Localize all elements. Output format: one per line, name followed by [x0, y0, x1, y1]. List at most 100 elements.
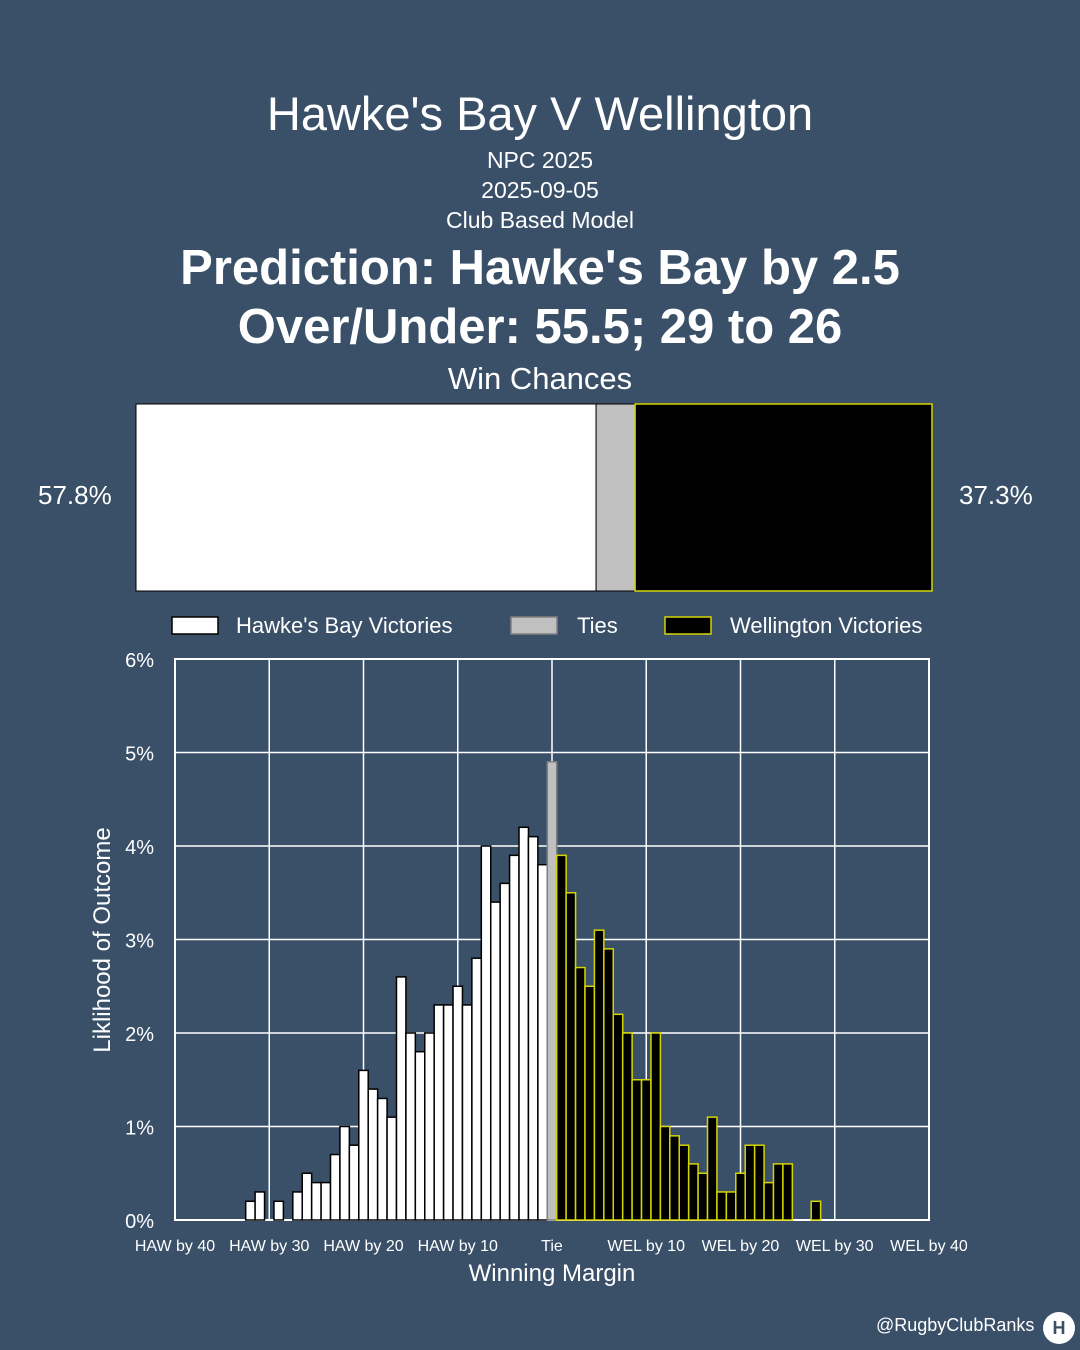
bar-away — [640, 1079, 652, 1221]
x-axis-label: Winning Margin — [469, 1260, 636, 1287]
x-tick-label: HAW by 20 — [323, 1238, 403, 1255]
bar-home — [405, 1032, 417, 1221]
bar-away — [603, 948, 615, 1221]
bar-home — [499, 882, 511, 1221]
bar-away — [555, 854, 567, 1221]
bar-home — [301, 1172, 313, 1221]
x-tick-label: HAW by 30 — [229, 1238, 309, 1255]
legend-swatch-away — [664, 616, 712, 635]
brand-logo-icon: H — [1043, 1312, 1075, 1344]
bar-away — [678, 1144, 690, 1221]
bar-away — [772, 1163, 784, 1221]
bar-away — [697, 1172, 709, 1221]
away-win-percent: 37.3% — [959, 480, 1033, 510]
bar-home — [508, 854, 520, 1221]
legend-swatch-tie — [510, 616, 558, 635]
x-tick-label: HAW by 40 — [135, 1238, 215, 1255]
win-chances-title: Win Chances — [447, 361, 633, 396]
bar-home — [244, 1200, 256, 1221]
bar-away — [725, 1191, 737, 1221]
bar-away — [565, 892, 577, 1221]
bar-home — [471, 957, 483, 1221]
bar-home — [320, 1181, 332, 1221]
bar-home — [489, 901, 501, 1221]
histogram-bars — [244, 761, 822, 1221]
bar-away — [669, 1135, 680, 1221]
match-date: 2025-09-05 — [481, 177, 599, 203]
bar-home — [348, 1144, 360, 1221]
legend: Hawke's Bay Victories Ties Wellington Vi… — [171, 613, 922, 638]
bar-away — [612, 1013, 624, 1221]
bar-tie — [546, 761, 558, 1221]
bar-home — [527, 835, 539, 1221]
y-tick-label: 4% — [125, 837, 154, 859]
bar-away — [735, 1172, 746, 1221]
bar-home — [358, 1069, 369, 1221]
win-chances-bar — [135, 403, 933, 592]
bar-home — [367, 1088, 379, 1221]
y-tick-label: 2% — [125, 1024, 154, 1046]
bar-home — [273, 1200, 285, 1221]
bar-home — [537, 863, 549, 1221]
win-bar-away — [634, 403, 933, 592]
bar-home — [310, 1181, 322, 1221]
x-tick-label: Tie — [541, 1238, 563, 1255]
legend-swatch-home — [171, 616, 219, 635]
bar-away — [584, 985, 596, 1221]
bar-away — [753, 1144, 765, 1221]
y-tick-label: 0% — [125, 1211, 154, 1233]
y-tick-label: 6% — [125, 650, 154, 672]
legend-label-home: Hawke's Bay Victories — [236, 613, 453, 638]
y-tick-label: 5% — [125, 744, 154, 766]
prediction-text: Prediction: Hawke's Bay by 2.5 — [180, 241, 900, 295]
y-tick-label: 3% — [125, 931, 154, 953]
home-win-percent: 57.8% — [38, 480, 112, 510]
bar-away — [706, 1116, 718, 1221]
twitter-handle: @RugbyClubRanks — [876, 1315, 1035, 1335]
x-tick-label: WEL by 10 — [607, 1238, 685, 1255]
bar-home — [433, 1004, 445, 1221]
bar-away — [593, 929, 605, 1221]
bar-away — [716, 1191, 728, 1221]
bar-home — [395, 976, 407, 1221]
x-tick-label: WEL by 40 — [890, 1238, 968, 1255]
bar-home — [424, 1032, 435, 1221]
bar-away — [810, 1200, 822, 1221]
bar-home — [292, 1191, 303, 1221]
bar-home — [376, 1097, 388, 1221]
model-label: Club Based Model — [446, 207, 634, 233]
bar-home — [452, 985, 464, 1221]
over-under-text: Over/Under: 55.5; 29 to 26 — [237, 300, 843, 354]
x-tick-labels: HAW by 40 HAW by 30 HAW by 20 HAW by 10 Tie W… — [135, 1238, 968, 1255]
competition-label: NPC 2025 — [486, 147, 594, 173]
win-bar-home — [135, 403, 597, 592]
y-tick-label: 1% — [125, 1118, 154, 1140]
bar-away — [631, 1079, 643, 1221]
bar-home — [518, 826, 530, 1221]
bar-away — [782, 1163, 794, 1221]
bar-home — [329, 1153, 341, 1221]
win-bar-tie — [595, 403, 636, 592]
y-tick-labels: 0% 1% 2% 3% 4% 5% 6% — [125, 650, 154, 1233]
x-tick-label: WEL by 30 — [796, 1238, 874, 1255]
bar-away — [621, 1032, 633, 1221]
bar-home — [480, 845, 492, 1221]
legend-label-away: Wellington Victories — [730, 613, 922, 638]
y-axis-label: Liklihood of Outcome — [89, 827, 116, 1052]
bar-home — [386, 1116, 398, 1221]
match-title: Hawke's Bay V Wellington — [266, 87, 814, 140]
x-tick-label: WEL by 20 — [702, 1238, 780, 1255]
bar-home — [414, 1050, 426, 1221]
bar-away — [763, 1181, 775, 1221]
bar-away — [574, 966, 586, 1221]
bar-home — [254, 1191, 266, 1221]
bar-home — [442, 1004, 454, 1221]
bar-home — [461, 1004, 473, 1221]
x-tick-label: HAW by 10 — [418, 1238, 498, 1255]
legend-label-tie: Ties — [577, 613, 618, 638]
bar-away — [744, 1144, 756, 1221]
bar-away — [650, 1032, 662, 1221]
bar-away — [659, 1125, 671, 1221]
bar-away — [687, 1163, 699, 1221]
